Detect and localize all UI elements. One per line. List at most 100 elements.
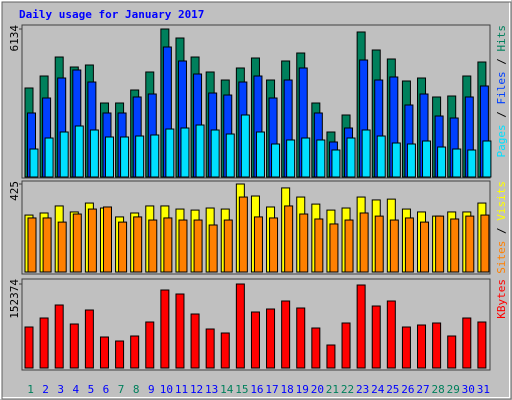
bar bbox=[44, 137, 54, 178]
bar bbox=[329, 223, 339, 273]
x-tick-label: 24 bbox=[371, 383, 385, 396]
y-tick-label: 425 bbox=[8, 181, 21, 201]
bar bbox=[296, 307, 306, 369]
bar bbox=[341, 322, 351, 369]
bar bbox=[145, 321, 155, 369]
bar bbox=[432, 322, 442, 369]
bar bbox=[374, 215, 384, 273]
x-tick-label: 3 bbox=[57, 383, 64, 396]
x-tick-label: 25 bbox=[386, 383, 399, 396]
x-tick-label: 5 bbox=[88, 383, 95, 396]
x-tick-label: 22 bbox=[341, 383, 354, 396]
bar bbox=[135, 135, 145, 178]
x-tick-label: 1 bbox=[27, 383, 34, 396]
bar bbox=[376, 135, 386, 178]
bar bbox=[266, 308, 276, 369]
bar bbox=[255, 131, 265, 178]
bar bbox=[208, 224, 218, 273]
bar bbox=[271, 143, 281, 178]
legend-separator: / bbox=[495, 221, 508, 241]
bar bbox=[240, 114, 250, 178]
bar bbox=[417, 324, 427, 369]
bar bbox=[344, 219, 354, 273]
bar bbox=[420, 221, 430, 273]
x-tick-label: 7 bbox=[118, 383, 125, 396]
x-tick-label: 18 bbox=[281, 383, 294, 396]
bar bbox=[178, 219, 188, 273]
bar bbox=[326, 344, 336, 369]
bar bbox=[118, 221, 128, 273]
legend-entry: Files bbox=[495, 71, 508, 104]
legend: Pages / Files / Hits bbox=[495, 25, 508, 158]
bar bbox=[210, 129, 220, 178]
bar bbox=[284, 205, 294, 273]
bar bbox=[450, 218, 460, 273]
bar bbox=[102, 206, 112, 273]
x-tick-label: 12 bbox=[190, 383, 203, 396]
bar bbox=[120, 136, 130, 178]
bar bbox=[238, 196, 248, 273]
bar bbox=[316, 139, 326, 178]
bar bbox=[356, 284, 366, 369]
bar bbox=[69, 323, 79, 369]
y-tick-label: 6134 bbox=[8, 25, 21, 52]
bar bbox=[57, 221, 67, 273]
bar bbox=[160, 289, 170, 369]
bar bbox=[42, 217, 52, 273]
bar bbox=[437, 146, 447, 178]
x-tick-label: 9 bbox=[148, 383, 155, 396]
bar bbox=[311, 327, 321, 369]
x-tick-label: 16 bbox=[250, 383, 263, 396]
bar bbox=[205, 328, 215, 369]
bar bbox=[299, 213, 309, 273]
bar bbox=[404, 217, 414, 273]
bar bbox=[391, 142, 401, 178]
bar bbox=[301, 137, 311, 178]
x-tick-label: 11 bbox=[175, 383, 188, 396]
bar bbox=[386, 300, 396, 369]
legend-separator: / bbox=[495, 105, 508, 125]
bar bbox=[482, 140, 492, 178]
bar bbox=[87, 208, 97, 273]
bar bbox=[253, 216, 263, 273]
x-tick-label: 17 bbox=[265, 383, 278, 396]
bar bbox=[452, 148, 462, 178]
y-tick-label: 152374 bbox=[8, 279, 21, 319]
x-tick-label: 10 bbox=[160, 383, 173, 396]
bar bbox=[225, 133, 235, 178]
bar bbox=[435, 215, 445, 273]
bar bbox=[130, 335, 140, 369]
bar bbox=[281, 300, 291, 369]
bar bbox=[84, 309, 94, 369]
x-tick-label: 15 bbox=[235, 383, 248, 396]
bar bbox=[72, 213, 82, 273]
x-tick-label: 20 bbox=[311, 383, 324, 396]
x-tick-label: 26 bbox=[401, 383, 414, 396]
bar bbox=[165, 128, 175, 178]
legend-entry: Visits bbox=[495, 181, 508, 221]
x-tick-label: 14 bbox=[220, 383, 234, 396]
bar bbox=[133, 216, 143, 273]
x-tick-label: 8 bbox=[133, 383, 140, 396]
bar bbox=[462, 317, 472, 369]
bar bbox=[467, 149, 477, 178]
bar bbox=[24, 326, 34, 369]
bar bbox=[163, 217, 173, 273]
chart-title: Daily usage for January 2017 bbox=[19, 8, 204, 21]
bar bbox=[39, 317, 49, 369]
bar bbox=[314, 218, 324, 273]
legend-entry: Pages bbox=[495, 124, 508, 157]
bar bbox=[148, 219, 158, 273]
x-tick-label: 2 bbox=[42, 383, 49, 396]
bar bbox=[477, 321, 487, 369]
x-tick-label: 30 bbox=[462, 383, 475, 396]
legend-entry: Sites bbox=[495, 241, 508, 274]
bar bbox=[286, 139, 296, 178]
x-tick-label: 13 bbox=[205, 383, 218, 396]
x-tick-label: 27 bbox=[416, 383, 429, 396]
bar bbox=[371, 305, 381, 369]
bar bbox=[346, 137, 356, 178]
